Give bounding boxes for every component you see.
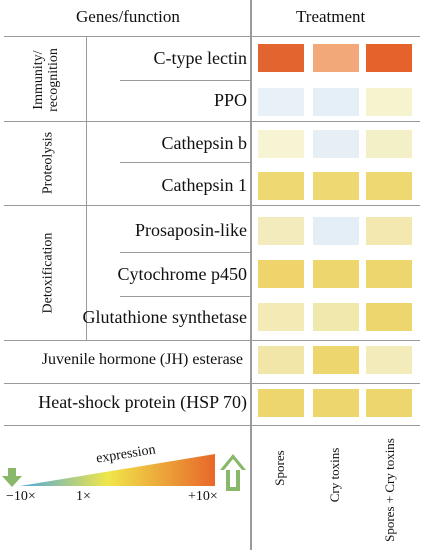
gene-label-c-type-lectin: C-type lectin xyxy=(153,48,247,68)
treatment-label-cry-toxins: Cry toxins xyxy=(327,447,342,503)
heatmap-cell xyxy=(366,44,412,72)
heatmap-cell xyxy=(258,172,304,200)
heatmap-cell xyxy=(313,217,359,245)
treatment-label-spores: Spores xyxy=(272,450,287,486)
treatment-divider xyxy=(250,0,252,550)
expression-legend xyxy=(2,454,246,491)
legend-tick-1: 1× xyxy=(76,489,91,504)
group-label-proteolysis: Proteolysis xyxy=(40,131,56,195)
heatmap-cell xyxy=(366,172,412,200)
heatmap-cell xyxy=(258,346,304,374)
heatmap-cell xyxy=(366,217,412,245)
heatmap-cell xyxy=(366,346,412,374)
row-divider xyxy=(120,296,250,297)
legend-tick-minus10: −10× xyxy=(6,489,36,504)
heatmap-cell xyxy=(313,88,359,116)
treatment-label-spores-cry-toxins: Spores + Cry toxins xyxy=(382,438,397,542)
group-divider xyxy=(4,121,420,122)
row-divider xyxy=(120,252,250,253)
gene-label-glutathione-synthetase: Glutathione synthetase xyxy=(82,307,247,327)
heatmap-cell xyxy=(258,303,304,331)
heatmap-cell xyxy=(313,303,359,331)
heatmap-cell xyxy=(313,346,359,374)
up-arrow-icon xyxy=(220,454,246,491)
heatmap-cell xyxy=(258,217,304,245)
heatmap-cell xyxy=(313,172,359,200)
gene-label-cathepsin-1: Cathepsin 1 xyxy=(161,175,248,195)
group-divider xyxy=(4,205,420,206)
heatmap-cell xyxy=(258,130,304,158)
heatmap-cell xyxy=(313,130,359,158)
gene-label-ppo: PPO xyxy=(213,90,247,110)
legend-divider xyxy=(4,425,420,426)
row-divider xyxy=(120,162,250,163)
legend-tick-plus10: +10× xyxy=(188,489,218,504)
group-divider xyxy=(4,340,420,341)
group-label-divider xyxy=(86,36,87,340)
row-divider xyxy=(120,80,250,81)
heatmap-cell xyxy=(313,44,359,72)
heatmap-cell xyxy=(258,260,304,288)
heatmap-cell xyxy=(366,88,412,116)
expression-gradient-wedge xyxy=(20,454,215,486)
group-label-detoxification: Detoxification xyxy=(40,232,56,314)
heatmap-cell xyxy=(313,260,359,288)
treatment-header: Treatment xyxy=(296,7,366,26)
heatmap-cell xyxy=(258,44,304,72)
heatmap-cell xyxy=(258,88,304,116)
gene-label-jh-esterase: Juvenile hormone (JH) esterase xyxy=(41,351,243,368)
down-arrow-icon xyxy=(2,468,22,487)
heatmap-cell xyxy=(366,130,412,158)
gene-label-hsp70: Heat-shock protein (HSP 70) xyxy=(38,392,247,412)
header-divider xyxy=(4,36,420,37)
heatmap-cell xyxy=(258,389,304,417)
group-label-immunity: Immunity/recognition xyxy=(31,48,61,112)
heatmap-cell xyxy=(366,260,412,288)
heatmap-cell xyxy=(366,389,412,417)
gene-label-cathepsin-b: Cathepsin b xyxy=(161,133,248,153)
gene-label-cytochrome-p450: Cytochrome p450 xyxy=(117,264,247,284)
gene-label-prosaposin-like: Prosaposin-like xyxy=(135,220,247,240)
heatmap-cell xyxy=(366,303,412,331)
group-divider xyxy=(4,383,420,384)
genes-function-header: Genes/function xyxy=(76,7,180,26)
heatmap-cell xyxy=(313,389,359,417)
